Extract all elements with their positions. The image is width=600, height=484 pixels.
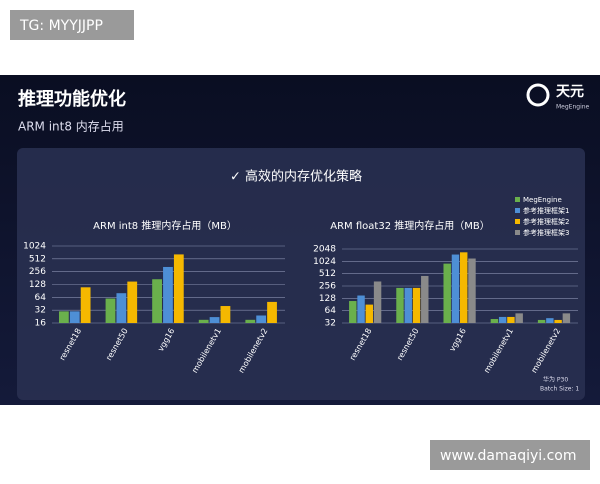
bar — [373, 281, 382, 323]
bar — [507, 316, 515, 323]
bar — [365, 304, 374, 323]
bar — [537, 319, 546, 323]
y-tick-label: 1024 — [313, 257, 336, 267]
bar — [105, 298, 116, 323]
device: 华为 P30 — [543, 376, 568, 384]
slide-title: 推理功能优化 — [18, 88, 126, 110]
bar — [515, 313, 523, 323]
bar — [451, 254, 460, 323]
legend-swatch — [515, 219, 520, 224]
watermark-box — [10, 10, 134, 40]
legend-label: 参考推理框架2 — [523, 217, 569, 226]
legend-swatch — [515, 230, 520, 235]
bar — [498, 316, 507, 323]
y-tick-label: 64 — [35, 293, 47, 303]
bar — [404, 287, 412, 323]
legend-swatch — [515, 208, 520, 213]
legend-label: MegEngine — [523, 196, 562, 204]
y-tick-label: 256 — [319, 282, 336, 292]
panel — [17, 148, 585, 400]
bar — [209, 317, 220, 323]
bar — [421, 275, 429, 323]
y-tick-label: 256 — [29, 267, 46, 277]
bar — [80, 287, 91, 323]
y-tick-label: 16 — [35, 319, 47, 329]
y-tick-label: 64 — [325, 306, 337, 316]
y-tick-label: 32 — [35, 306, 46, 316]
batch-size: Batch Size: 1 — [540, 386, 579, 393]
bar — [116, 293, 127, 323]
bar — [357, 295, 365, 323]
check-icon: ✓ — [230, 170, 241, 185]
panel-heading: 高效的内存优化策略 — [245, 169, 362, 185]
legend-swatch — [515, 197, 520, 202]
logo-text: 天元 — [556, 84, 584, 100]
y-tick-label: 32 — [325, 319, 336, 329]
watermark-box — [430, 440, 590, 470]
bar — [546, 318, 554, 323]
bar — [198, 319, 209, 323]
bar — [468, 258, 476, 323]
bar — [173, 254, 184, 323]
bar — [220, 306, 231, 323]
y-tick-label: 128 — [319, 294, 336, 304]
y-tick-label: 512 — [29, 254, 46, 264]
y-tick-label: 2048 — [313, 245, 336, 255]
bar — [69, 311, 80, 323]
watermark: www.damaqiyi.com — [440, 448, 577, 464]
chart-title: ARM float32 推理内存占用（MB） — [330, 219, 489, 232]
bar — [490, 319, 499, 323]
y-tick-label: 512 — [319, 269, 336, 279]
bar — [412, 287, 421, 323]
bar — [127, 281, 138, 323]
chart-title: ARM int8 推理内存占用（MB） — [93, 219, 237, 232]
bar — [396, 287, 404, 323]
logo-icon — [526, 83, 550, 107]
bar — [443, 263, 451, 323]
slide-subtitle: ARM int8 内存占用 — [18, 119, 124, 134]
bar — [163, 266, 173, 323]
bar — [460, 252, 468, 323]
bar — [554, 319, 562, 323]
legend-label: 参考推理框架3 — [523, 228, 569, 237]
bar — [58, 311, 69, 323]
y-tick-label: 1024 — [23, 242, 46, 252]
bar — [562, 313, 571, 323]
bar — [349, 301, 357, 323]
bar — [256, 315, 267, 323]
y-tick-label: 128 — [29, 280, 46, 290]
bar — [245, 319, 256, 323]
legend-label: 参考推理框架1 — [523, 206, 569, 215]
bar — [267, 301, 277, 323]
watermark: TG: MYYJJPP — [19, 18, 103, 34]
logo-sub: MegEngine — [556, 104, 590, 111]
bar — [152, 279, 162, 323]
